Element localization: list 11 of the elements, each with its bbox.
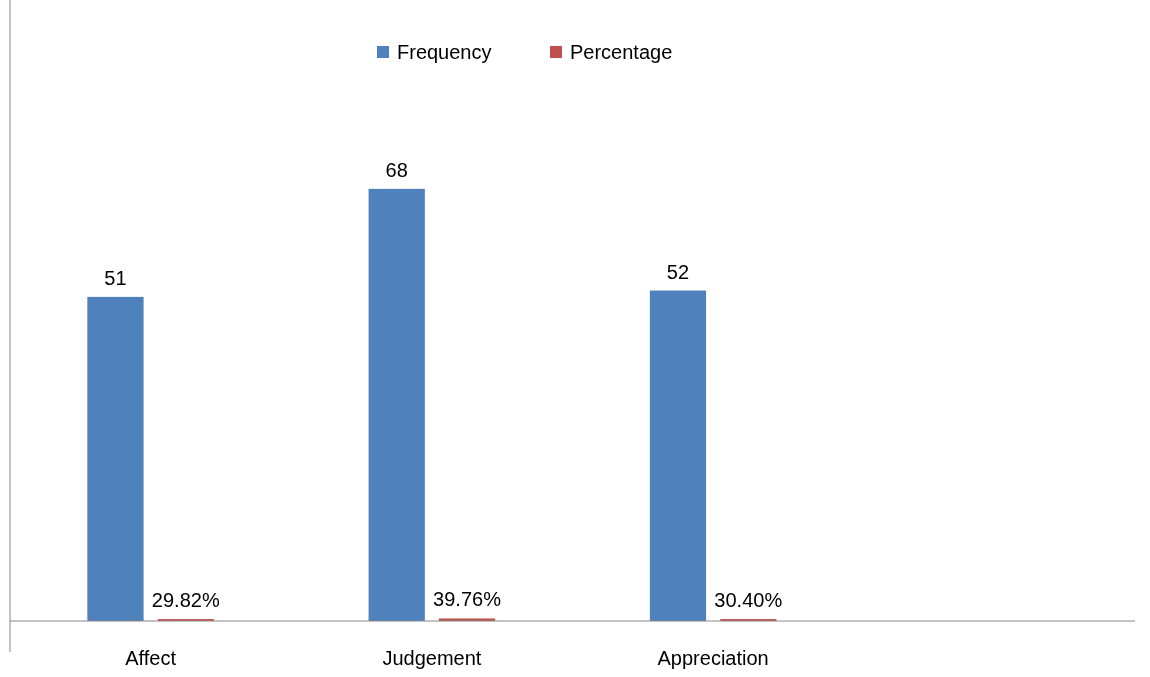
x-tick-label: Affect	[125, 647, 177, 669]
legend-label: Frequency	[397, 41, 492, 64]
data-label: 52	[666, 260, 690, 283]
data-label: 68	[385, 158, 408, 181]
data-label: 29.82%	[151, 589, 220, 612]
x-tick-label: Appreciation	[657, 647, 769, 669]
data-label: 30.40%	[714, 589, 783, 612]
x-tick-label: Judgement	[382, 647, 482, 669]
legend-label: Percentage	[570, 41, 673, 64]
data-label: 39.76%	[433, 588, 502, 611]
data-label: 51	[104, 266, 127, 289]
